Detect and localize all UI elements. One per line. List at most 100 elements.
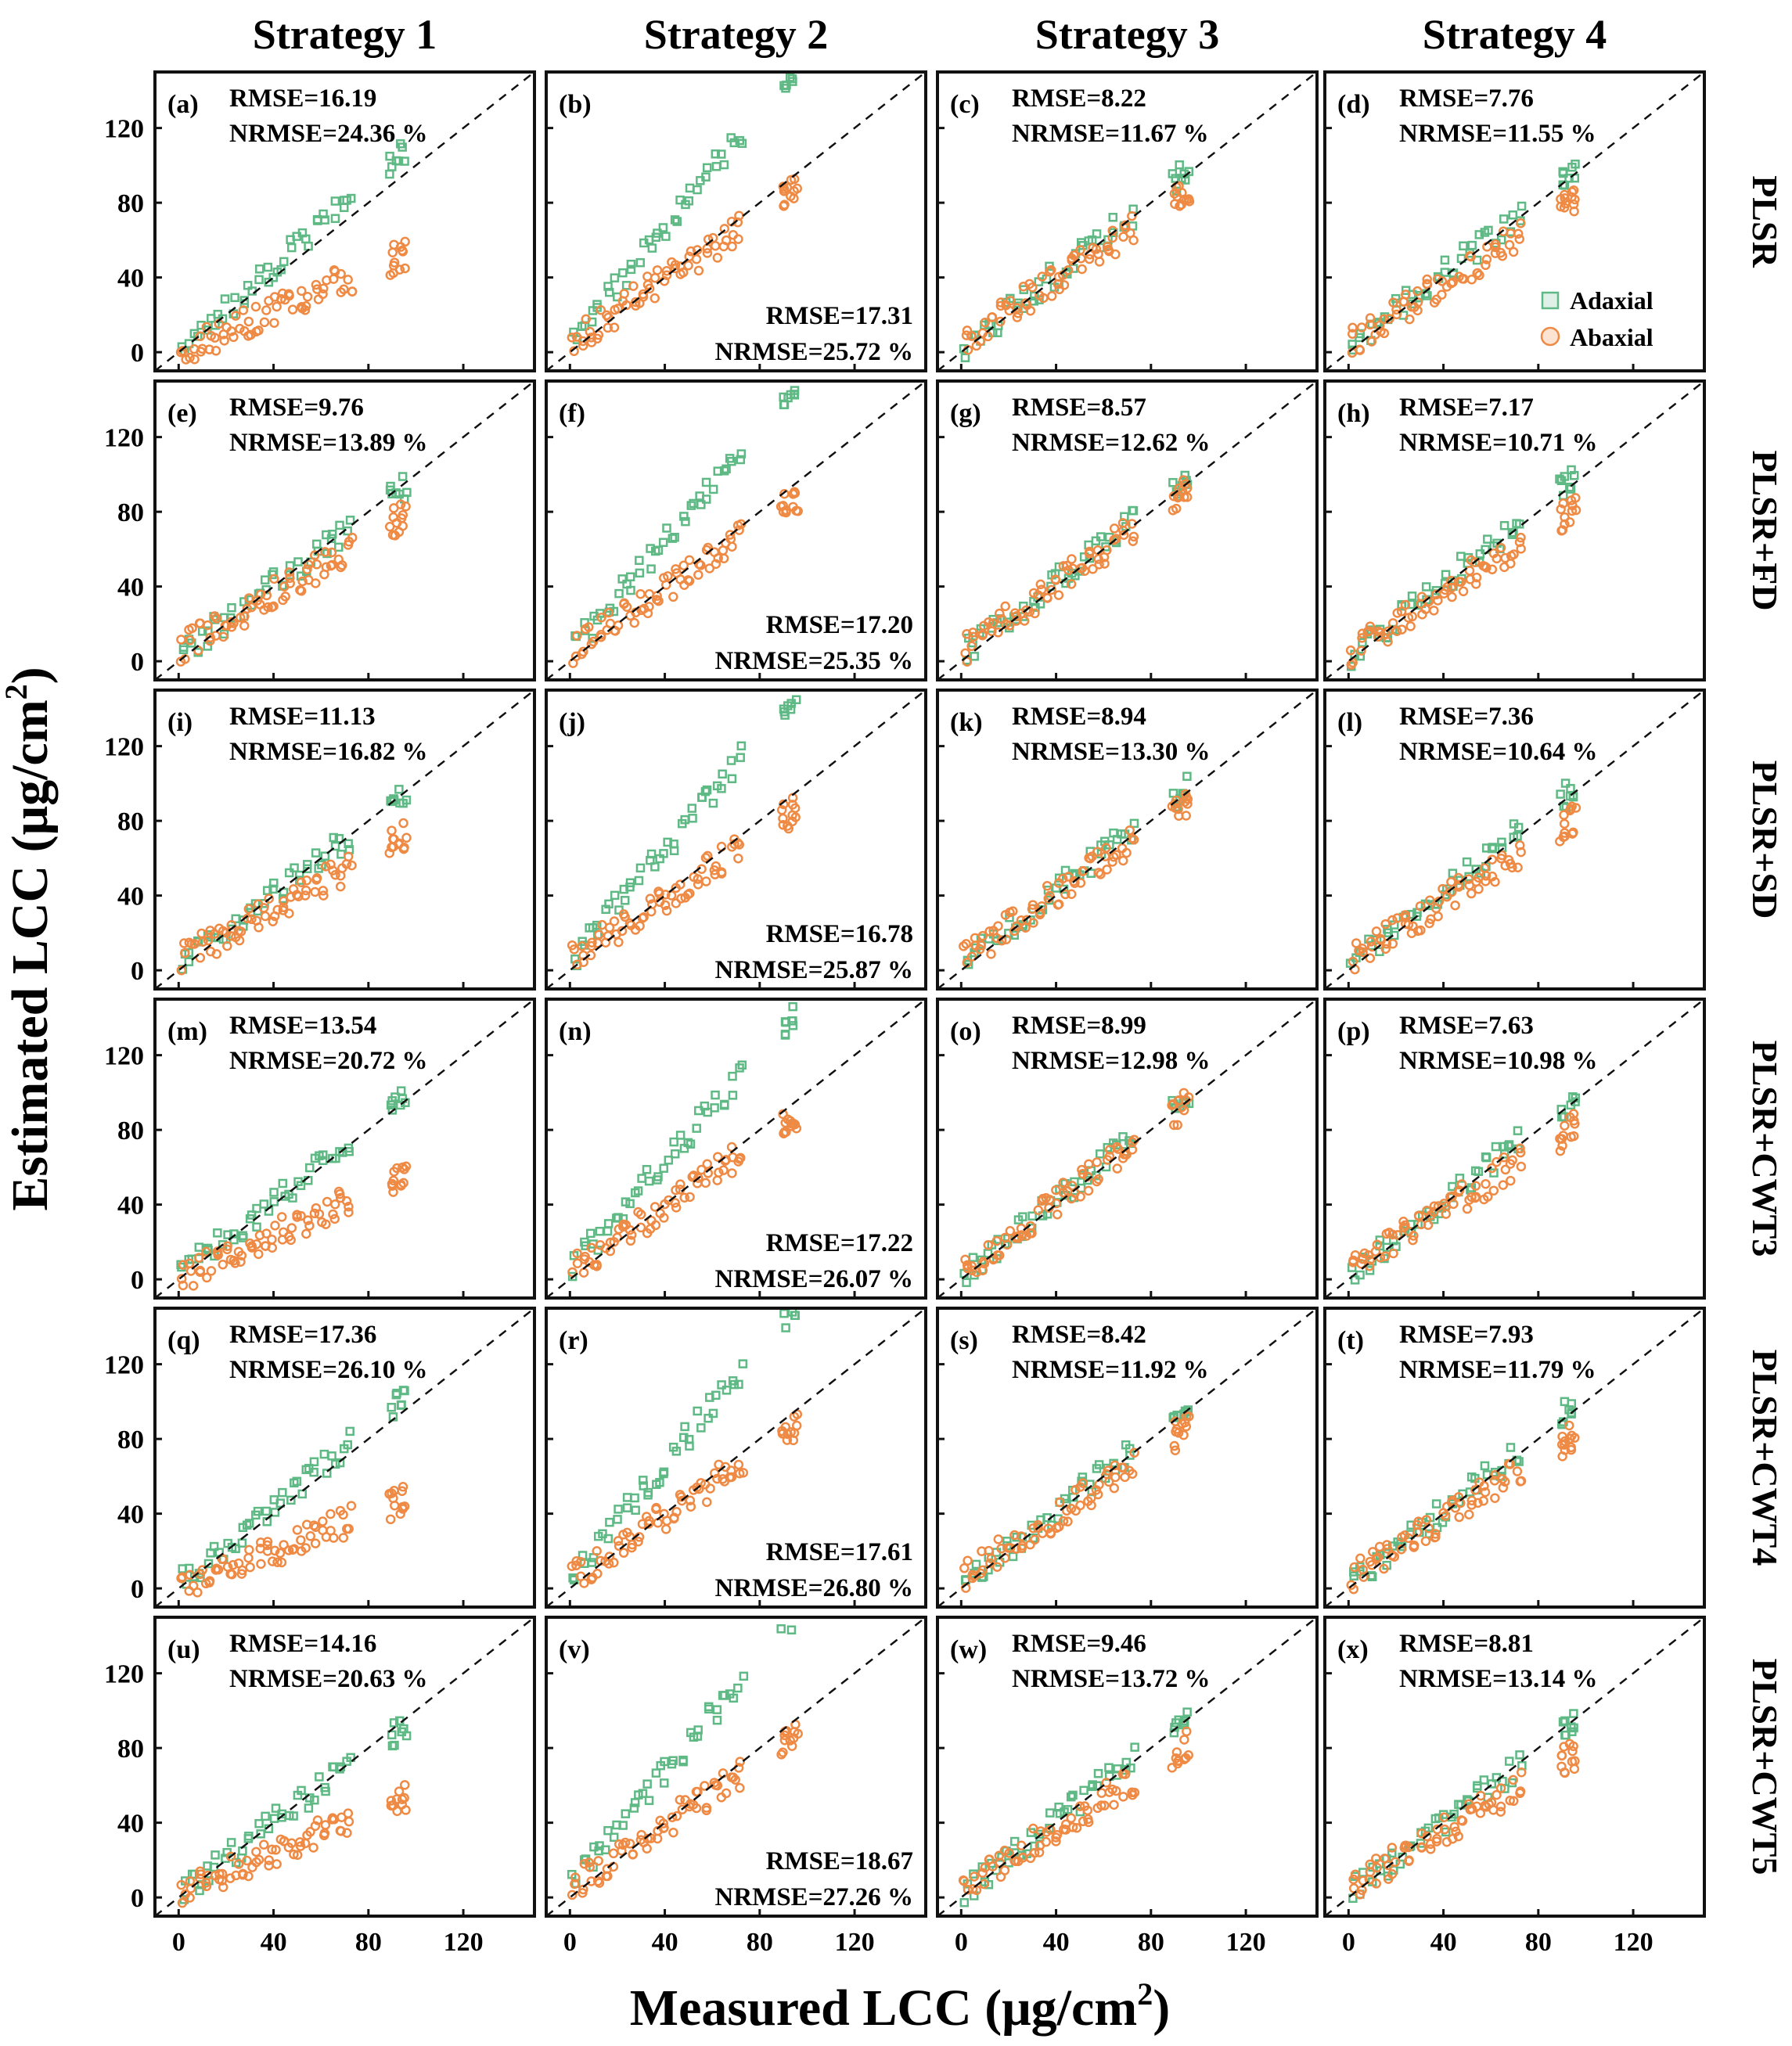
adaxial-point bbox=[678, 1757, 688, 1767]
adaxial-point bbox=[268, 272, 278, 282]
adaxial-point bbox=[1130, 1742, 1139, 1752]
adaxial-point bbox=[694, 1106, 703, 1116]
abaxial-point bbox=[579, 1578, 589, 1588]
abaxial-point bbox=[204, 344, 214, 354]
abaxial-point bbox=[272, 1859, 282, 1869]
adaxial-point bbox=[227, 602, 236, 613]
abaxial-point bbox=[1465, 251, 1475, 261]
adaxial-point bbox=[1512, 519, 1521, 528]
abaxial-point bbox=[176, 635, 186, 645]
rmse-text: RMSE=7.76 bbox=[1399, 85, 1534, 113]
abaxial-point bbox=[1396, 1544, 1406, 1555]
abaxial-point bbox=[346, 1501, 357, 1511]
panel-d: (d) RMSE=7.76 NRMSE=11.55 % Adaxial Abaxial bbox=[1323, 70, 1706, 372]
abaxial-point bbox=[613, 620, 624, 631]
abaxial-point bbox=[336, 268, 346, 279]
abaxial-point bbox=[725, 1465, 736, 1476]
abaxial-point bbox=[581, 314, 591, 325]
adaxial-point bbox=[1504, 1757, 1514, 1766]
abaxial-point bbox=[992, 1250, 1002, 1260]
abaxial-point bbox=[236, 1569, 247, 1579]
adaxial-point bbox=[639, 1481, 649, 1490]
panel-label: (j) bbox=[559, 708, 585, 737]
adaxial-point bbox=[289, 1811, 298, 1821]
abaxial-point bbox=[225, 1569, 236, 1579]
adaxial-point bbox=[256, 1829, 265, 1839]
abaxial-point bbox=[712, 1780, 723, 1791]
abaxial-point bbox=[1033, 590, 1043, 600]
abaxial-point bbox=[235, 323, 245, 334]
abaxial-point bbox=[624, 1839, 635, 1849]
panel-frame bbox=[936, 689, 1319, 991]
abaxial-point bbox=[728, 1772, 739, 1783]
adaxial-point bbox=[1484, 225, 1493, 236]
abaxial-point bbox=[609, 916, 620, 926]
one-to-one-line bbox=[154, 1616, 535, 1917]
abaxial-point bbox=[1565, 1433, 1575, 1444]
abaxial-point bbox=[644, 283, 655, 294]
abaxial-point bbox=[1016, 1531, 1027, 1541]
y-tick-label: 120 bbox=[104, 424, 144, 453]
row-labels: PLSR PLSR+FD PLSR+SD PLSR+CWT3 PLSR+CWT4 PLSR… bbox=[1745, 175, 1785, 1875]
abaxial-point bbox=[1423, 1220, 1434, 1230]
abaxial-point bbox=[1178, 1088, 1189, 1099]
adaxial-point bbox=[196, 320, 206, 330]
abaxial-point bbox=[337, 560, 347, 570]
adaxial-point bbox=[221, 1854, 230, 1863]
adaxial-point bbox=[790, 390, 799, 399]
abaxial-point bbox=[1559, 810, 1569, 820]
adaxial-point bbox=[1104, 1763, 1114, 1772]
adaxial-point bbox=[402, 487, 412, 498]
y-tick-label: 0 bbox=[131, 1266, 144, 1295]
adaxial-point bbox=[1078, 1472, 1088, 1482]
panel-label: (m) bbox=[167, 1017, 207, 1046]
data-points bbox=[567, 1307, 803, 1588]
abaxial-point bbox=[226, 326, 237, 336]
abaxial-point bbox=[1556, 526, 1567, 536]
one-to-one-line bbox=[545, 380, 927, 681]
legend-abaxial-swatch bbox=[1540, 326, 1560, 347]
adaxial-point bbox=[1407, 592, 1417, 601]
abaxial-point bbox=[1471, 876, 1481, 887]
abaxial-point bbox=[678, 560, 689, 570]
abaxial-point bbox=[1388, 297, 1398, 307]
abaxial-point bbox=[284, 908, 294, 919]
adaxial-point bbox=[703, 1702, 714, 1712]
panel-t: (t) RMSE=7.93 NRMSE=11.79 % bbox=[1323, 1307, 1706, 1609]
adaxial-point bbox=[701, 494, 711, 504]
adaxial-point bbox=[1094, 1460, 1104, 1469]
adaxial-point bbox=[261, 1506, 272, 1516]
abaxial-point bbox=[1067, 1181, 1078, 1191]
abaxial-point bbox=[1092, 847, 1103, 857]
adaxial-point bbox=[668, 534, 678, 543]
abaxial-point bbox=[966, 641, 977, 652]
abaxial-point bbox=[1028, 918, 1038, 928]
adaxial-point bbox=[639, 1476, 648, 1485]
abaxial-point bbox=[1099, 559, 1110, 569]
one-to-one-line bbox=[1324, 71, 1705, 372]
abaxial-point bbox=[1499, 1476, 1510, 1487]
panel-frame bbox=[936, 998, 1319, 1300]
one-to-one-line bbox=[937, 71, 1318, 372]
abaxial-point bbox=[592, 1261, 602, 1271]
abaxial-point bbox=[318, 283, 329, 294]
adaxial-point bbox=[670, 532, 679, 542]
abaxial-point bbox=[645, 894, 656, 904]
abaxial-point bbox=[1067, 255, 1077, 266]
abaxial-point bbox=[1507, 862, 1517, 873]
abaxial-point bbox=[217, 1875, 228, 1886]
adaxial-point bbox=[213, 1228, 222, 1238]
adaxial-point bbox=[790, 1311, 800, 1320]
y-tick-label: 0 bbox=[131, 1884, 144, 1913]
abaxial-point bbox=[1448, 277, 1458, 287]
adaxial-point bbox=[1412, 912, 1422, 921]
abaxial-point bbox=[1387, 1868, 1398, 1879]
abaxial-point bbox=[201, 1246, 211, 1257]
abaxial-point bbox=[398, 818, 408, 829]
adaxial-point bbox=[1091, 536, 1101, 546]
abaxial-point bbox=[1568, 1109, 1579, 1119]
abaxial-point bbox=[236, 1257, 246, 1267]
abaxial-point bbox=[1490, 1469, 1500, 1480]
abaxial-point bbox=[1088, 564, 1098, 574]
abaxial-point bbox=[397, 245, 408, 256]
